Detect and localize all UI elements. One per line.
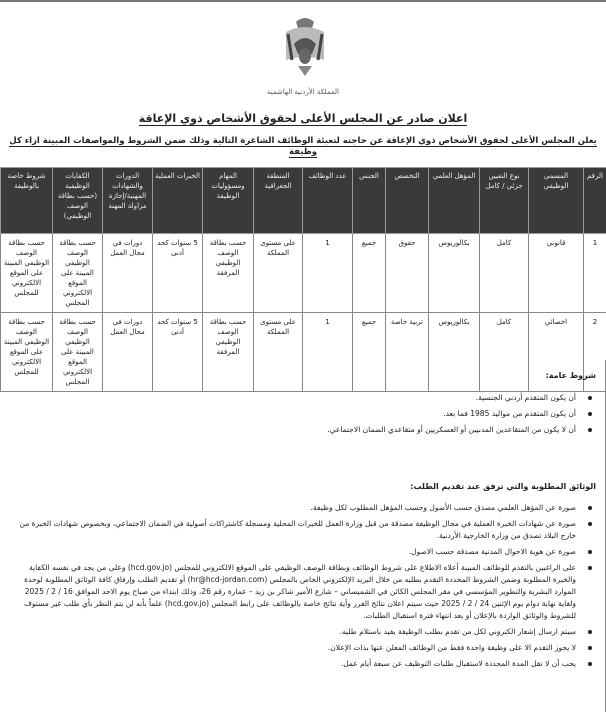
list-item: لا يجوز التقدم الا على وظيفة واحدة فقط م… [8,642,600,654]
column-header: نوع التعيين جزئي / كامل [479,167,529,234]
coat-of-arms-logo [286,18,324,76]
column-header: الخبرات العملية [152,167,203,234]
table-cell: كامل [479,312,529,392]
announcement-intro: يعلن المجلس الأعلى لحقوق الأشخاص ذوي الإ… [9,136,597,158]
column-header: المسمى الوظيفي [528,167,584,234]
table-cell: كامل [479,233,529,313]
column-header: الجنس [352,167,386,234]
table-cell: قانوني [528,233,584,313]
list-item: صورة عن شهادات الخبرة العملية في مجال ال… [8,518,600,542]
table-cell: حقوق [385,233,429,313]
table-cell: حسب بطاقة الوصف الوظيفي المرفقة [202,233,254,313]
jobs-table: الرقم المسمى الوظيفي نوع التعيين جزئي / كا… [0,167,606,392]
table-cell: 1 [583,233,606,313]
table-cell: 5 سنوات كحد أدنى [152,233,203,313]
table-cell: 1 [302,233,353,313]
table-cell: 5 سنوات كحد أدنى [152,312,203,392]
table-cell: حسب بطاقة الوصف الوظيفي المبينة على المو… [0,312,53,392]
column-header: الرقم [583,167,606,234]
documents-list: صورة عن المؤهل العلمي مصدق حسب الأصول وح… [8,502,600,674]
column-header: المنطقة الجغرافية [253,167,303,234]
column-header: التخصص [385,167,429,234]
top-border [0,0,606,2]
general-conditions-list: أن يكون المتقدم أردني الجنسية. أن يكون ال… [8,392,600,440]
list-item: يجب أن لا تقل المدة المحددة لاستقبال طلب… [8,658,600,670]
announcement-title: اعلان صادر عن المجلس الأعلى لحقوق الأشخا… [138,112,468,126]
table-cell: جميع [352,233,386,313]
table-cell: بكالوريوس [428,233,480,313]
list-item: على الراغبين بالتقدم للوظائف المبينة أعل… [8,562,600,622]
column-header: شروط خاصة بالوظيفة [0,167,53,234]
table-cell: حسب بطاقة الوصف الوظيفي المبينة على المو… [0,233,53,313]
table-cell: دورات في مجال العمل [102,233,153,313]
table-cell: على مستوى المملكة [253,312,303,392]
table-cell: حسب بطاقة الوصف الوظيفي المرفقة [202,312,254,392]
column-header: المهام ومسؤوليات الوظيفة [202,167,254,234]
list-item: صورة عن هوية الاحوال المدنية مصدقة حسب ا… [8,546,600,558]
list-item: سيتم ارسال إشعار الكتروني لكل من تقدم بط… [8,626,600,638]
kingdom-name: المملكة الأردنية الهاشمية [266,88,340,96]
documents-heading: الوثائق المطلوبة والتي ترفق عند تقديم ال… [410,482,596,491]
table-cell: حسب بطاقة الوصف الوظيفي المبينة على المو… [52,233,103,313]
table-cell: دورات في مجال العمل [102,312,153,392]
list-item: أن لا يكون من المتقاعدين المدنيين أو الع… [8,424,600,436]
table-cell: اخصائي [528,312,584,392]
list-item: أن يكون المتقدم أردني الجنسية. [8,392,600,404]
table-row: 2 اخصائي كامل بكالوريوس تربية خاصة جميع 1 على م… [0,312,606,392]
list-item: أن يكون المتقدم من مواليد 1985 فما بعد. [8,408,600,420]
column-header: الدورات والشهادات المهنية/إجازة مزاولة ا… [102,167,153,234]
table-cell: جميع [352,312,386,392]
table-cell: على مستوى المملكة [253,233,303,313]
table-cell: بكالوريوس [428,312,480,392]
table-header-row: الرقم المسمى الوظيفي نوع التعيين جزئي / كا… [0,167,606,234]
table-cell: 1 [302,312,353,392]
table-cell: حسب بطاقة الوصف الوظيفي المبينة على المو… [52,312,103,392]
table-row: 1 قانوني كامل بكالوريوس حقوق جميع 1 على مستوى ا… [0,233,606,313]
column-header: المؤهل العلمي [428,167,480,234]
general-conditions-heading: شروط عامة: [545,371,596,380]
column-header: عدد الوظائف [302,167,353,234]
column-header: الكفايات الوظيفية (حسب بطاقة الوصف الوظي… [52,167,103,234]
table-cell: تربية خاصة [385,312,429,392]
list-item: صورة عن المؤهل العلمي مصدق حسب الأصول وح… [8,502,600,514]
